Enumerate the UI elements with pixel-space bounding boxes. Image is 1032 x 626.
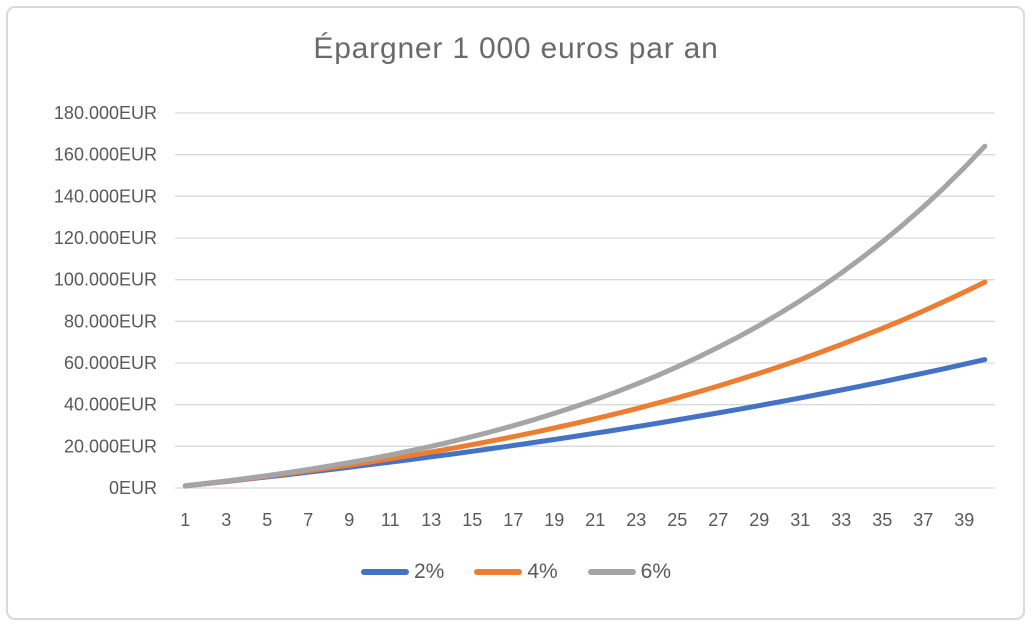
legend-label: 6% bbox=[640, 560, 672, 583]
x-tick-label: 21 bbox=[585, 510, 605, 530]
legend-swatch-6% bbox=[587, 569, 636, 575]
series-lines bbox=[182, 143, 988, 489]
x-tick-label: 25 bbox=[667, 510, 687, 530]
legend-swatch-2% bbox=[360, 569, 409, 575]
gridlines bbox=[175, 112, 995, 489]
x-tick-label: 33 bbox=[831, 510, 851, 530]
x-tick-label: 19 bbox=[544, 510, 564, 530]
y-tick-label: 140.000EUR bbox=[54, 186, 157, 206]
x-tick-label: 23 bbox=[626, 510, 646, 530]
x-tick-label: 15 bbox=[462, 510, 482, 530]
x-tick-label: 39 bbox=[954, 510, 974, 530]
legend-item-4%: 4% bbox=[474, 560, 558, 584]
x-tick-label: 13 bbox=[421, 510, 441, 530]
legend-label: 2% bbox=[413, 560, 445, 583]
x-tick-label: 29 bbox=[749, 510, 769, 530]
x-tick-label: 37 bbox=[913, 510, 933, 530]
y-tick-label: 180.000EUR bbox=[54, 103, 157, 123]
y-tick-label: 80.000EUR bbox=[64, 311, 157, 331]
x-tick-label: 11 bbox=[381, 510, 400, 530]
x-tick-label: 17 bbox=[503, 510, 523, 530]
x-tick-label: 5 bbox=[262, 510, 272, 530]
x-tick-label: 1 bbox=[180, 510, 190, 530]
legend: 2% 4% 6% bbox=[0, 560, 1032, 584]
chart-frame bbox=[6, 6, 1025, 620]
y-tick-label: 160.000EUR bbox=[54, 145, 157, 165]
legend-item-2%: 2% bbox=[360, 560, 445, 584]
y-tick-label: 0EUR bbox=[109, 478, 157, 498]
legend-item-6%: 6% bbox=[587, 560, 672, 584]
x-tick-label: 3 bbox=[221, 510, 231, 530]
y-tick-label: 60.000EUR bbox=[64, 353, 157, 373]
legend-label: 4% bbox=[527, 560, 558, 583]
x-axis-labels: 1 3 5 7 9 11 13 15 17 19 21 23 25 27 29 31 33 35 37 39 bbox=[180, 510, 974, 530]
y-axis-labels: 0EUR 20.000EUR 40.000EUR 60.000EUR 80.000EUR… bbox=[54, 103, 157, 498]
chart-title: Épargner 1 000 euros par an bbox=[313, 32, 719, 65]
y-tick-label: 120.000EUR bbox=[54, 228, 157, 248]
x-tick-label: 9 bbox=[344, 510, 354, 530]
x-tick-label: 31 bbox=[790, 510, 810, 530]
y-tick-label: 40.000EUR bbox=[64, 395, 157, 415]
y-tick-label: 100.000EUR bbox=[54, 270, 157, 290]
x-tick-label: 7 bbox=[303, 510, 313, 530]
y-tick-label: 20.000EUR bbox=[64, 436, 157, 456]
x-tick-label: 35 bbox=[872, 510, 892, 530]
series-line-6% bbox=[182, 143, 988, 489]
x-tick-label: 27 bbox=[708, 510, 728, 530]
legend-swatch-4% bbox=[474, 569, 523, 575]
